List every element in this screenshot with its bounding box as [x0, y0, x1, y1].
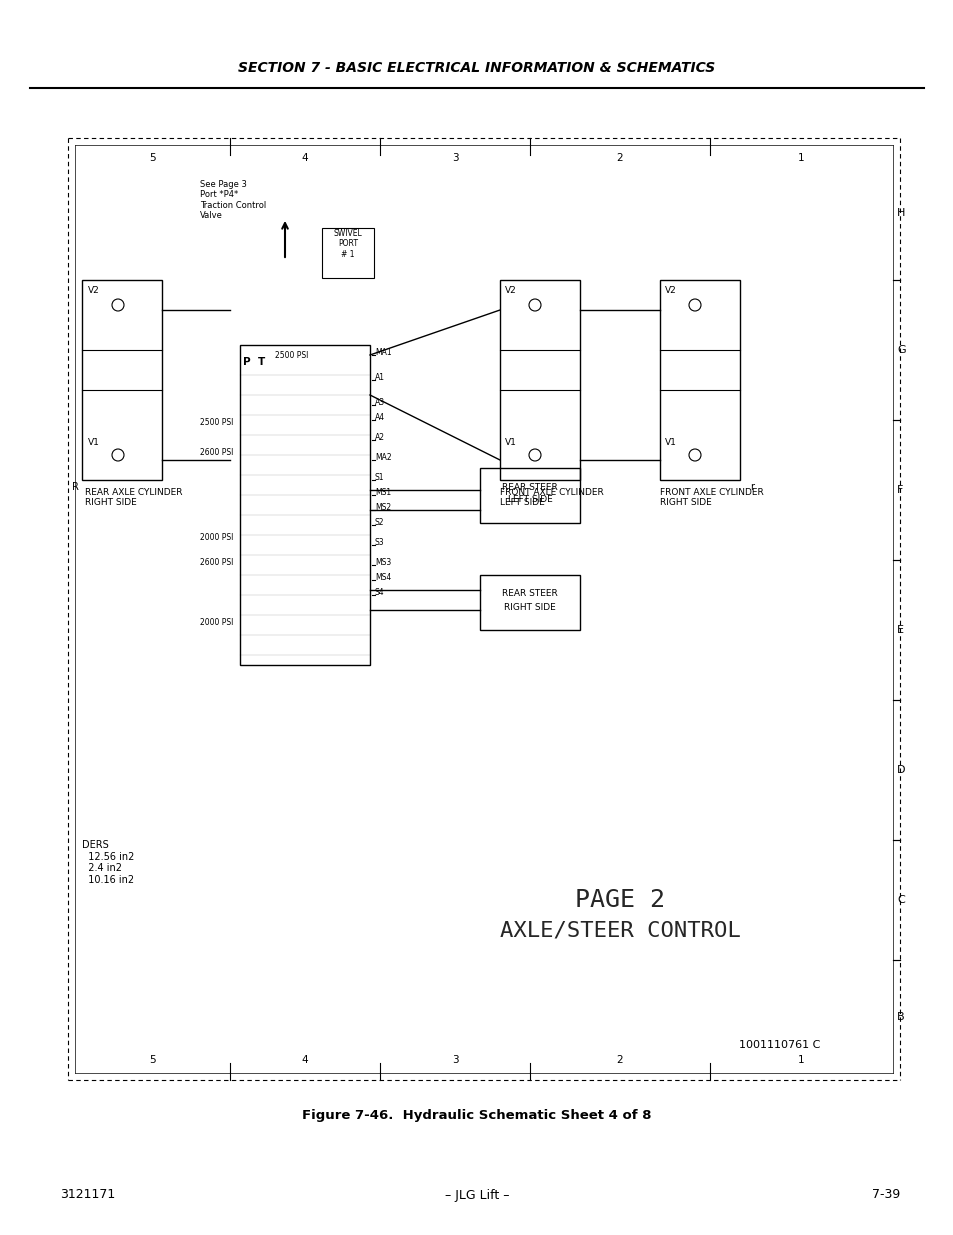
Text: MA2: MA2 — [375, 453, 392, 462]
Text: 2600 PSI: 2600 PSI — [200, 448, 233, 457]
Text: 3121171: 3121171 — [60, 1188, 115, 1202]
Text: RIGHT SIDE: RIGHT SIDE — [659, 498, 711, 508]
Text: 2600 PSI: 2600 PSI — [200, 558, 233, 567]
Text: 2500 PSI: 2500 PSI — [200, 417, 233, 427]
Text: V1: V1 — [88, 438, 100, 447]
Text: V1: V1 — [664, 438, 677, 447]
Text: V1: V1 — [504, 438, 517, 447]
Text: F: F — [896, 485, 902, 495]
Text: T: T — [257, 357, 265, 367]
Text: G: G — [896, 345, 904, 354]
Text: 4: 4 — [301, 153, 308, 163]
Bar — [499, 280, 579, 480]
Text: RIGHT SIDE: RIGHT SIDE — [503, 603, 556, 611]
Text: V2: V2 — [88, 287, 100, 295]
Text: MS1: MS1 — [375, 488, 391, 496]
Text: SWIVEL
PORT
# 1: SWIVEL PORT # 1 — [334, 230, 362, 259]
Text: 2500 PSI: 2500 PSI — [274, 351, 308, 359]
Bar — [82, 280, 162, 480]
Text: A3: A3 — [375, 398, 385, 408]
Text: S4: S4 — [375, 588, 384, 597]
Text: MS4: MS4 — [375, 573, 391, 582]
Text: 1: 1 — [798, 1055, 804, 1065]
Text: 5: 5 — [149, 153, 155, 163]
Text: r: r — [749, 482, 753, 492]
Text: E: E — [896, 625, 903, 635]
Text: FRONT AXLE CYLINDER: FRONT AXLE CYLINDER — [499, 488, 603, 496]
Text: AXLE/STEER CONTROL: AXLE/STEER CONTROL — [499, 920, 740, 940]
Bar — [479, 468, 579, 522]
Text: 4: 4 — [301, 1055, 308, 1065]
Text: LEFT SIDE: LEFT SIDE — [499, 498, 544, 508]
Text: A1: A1 — [375, 373, 385, 382]
Text: 3: 3 — [451, 153, 457, 163]
Text: A4: A4 — [375, 412, 385, 422]
Text: MA1: MA1 — [375, 348, 392, 357]
Text: – JLG Lift –: – JLG Lift – — [444, 1188, 509, 1202]
Text: 7-39: 7-39 — [871, 1188, 899, 1202]
Text: 2: 2 — [616, 153, 622, 163]
Text: REAR AXLE CYLINDER: REAR AXLE CYLINDER — [85, 488, 182, 496]
Text: P: P — [243, 357, 251, 367]
Text: V2: V2 — [504, 287, 517, 295]
Bar — [322, 228, 374, 278]
Text: MS2: MS2 — [375, 503, 391, 513]
Text: DERS
  12.56 in2
  2.4 in2
  10.16 in2: DERS 12.56 in2 2.4 in2 10.16 in2 — [82, 840, 134, 884]
Text: MS3: MS3 — [375, 558, 391, 567]
Text: See Page 3
Port *P4*
Traction Control
Valve: See Page 3 Port *P4* Traction Control Va… — [200, 180, 266, 220]
Bar — [240, 345, 370, 664]
Text: D: D — [896, 764, 904, 776]
Text: H: H — [896, 207, 904, 217]
Text: C: C — [896, 895, 903, 905]
Text: REAR STEER: REAR STEER — [501, 483, 558, 492]
Text: PAGE 2: PAGE 2 — [575, 888, 664, 911]
Text: RIGHT SIDE: RIGHT SIDE — [85, 498, 136, 508]
Text: R: R — [71, 482, 79, 492]
Text: SECTION 7 - BASIC ELECTRICAL INFORMATION & SCHEMATICS: SECTION 7 - BASIC ELECTRICAL INFORMATION… — [238, 61, 715, 75]
Text: 2000 PSI: 2000 PSI — [200, 534, 233, 542]
Text: Figure 7-46.  Hydraulic Schematic Sheet 4 of 8: Figure 7-46. Hydraulic Schematic Sheet 4… — [302, 1109, 651, 1121]
Text: 2: 2 — [616, 1055, 622, 1065]
Text: REAR STEER: REAR STEER — [501, 589, 558, 599]
Text: 3: 3 — [451, 1055, 457, 1065]
Text: S1: S1 — [375, 473, 384, 482]
Text: S3: S3 — [375, 538, 384, 547]
Text: LEFT SIDE: LEFT SIDE — [507, 495, 552, 505]
Text: A2: A2 — [375, 433, 385, 442]
Bar — [659, 280, 740, 480]
Bar — [479, 576, 579, 630]
Text: B: B — [896, 1011, 903, 1021]
Text: 1001110761 C: 1001110761 C — [738, 1040, 820, 1050]
Text: 2000 PSI: 2000 PSI — [200, 618, 233, 627]
Text: FRONT AXLE CYLINDER: FRONT AXLE CYLINDER — [659, 488, 763, 496]
Text: 5: 5 — [149, 1055, 155, 1065]
Text: S2: S2 — [375, 517, 384, 527]
Text: 1: 1 — [798, 153, 804, 163]
Text: V2: V2 — [664, 287, 676, 295]
